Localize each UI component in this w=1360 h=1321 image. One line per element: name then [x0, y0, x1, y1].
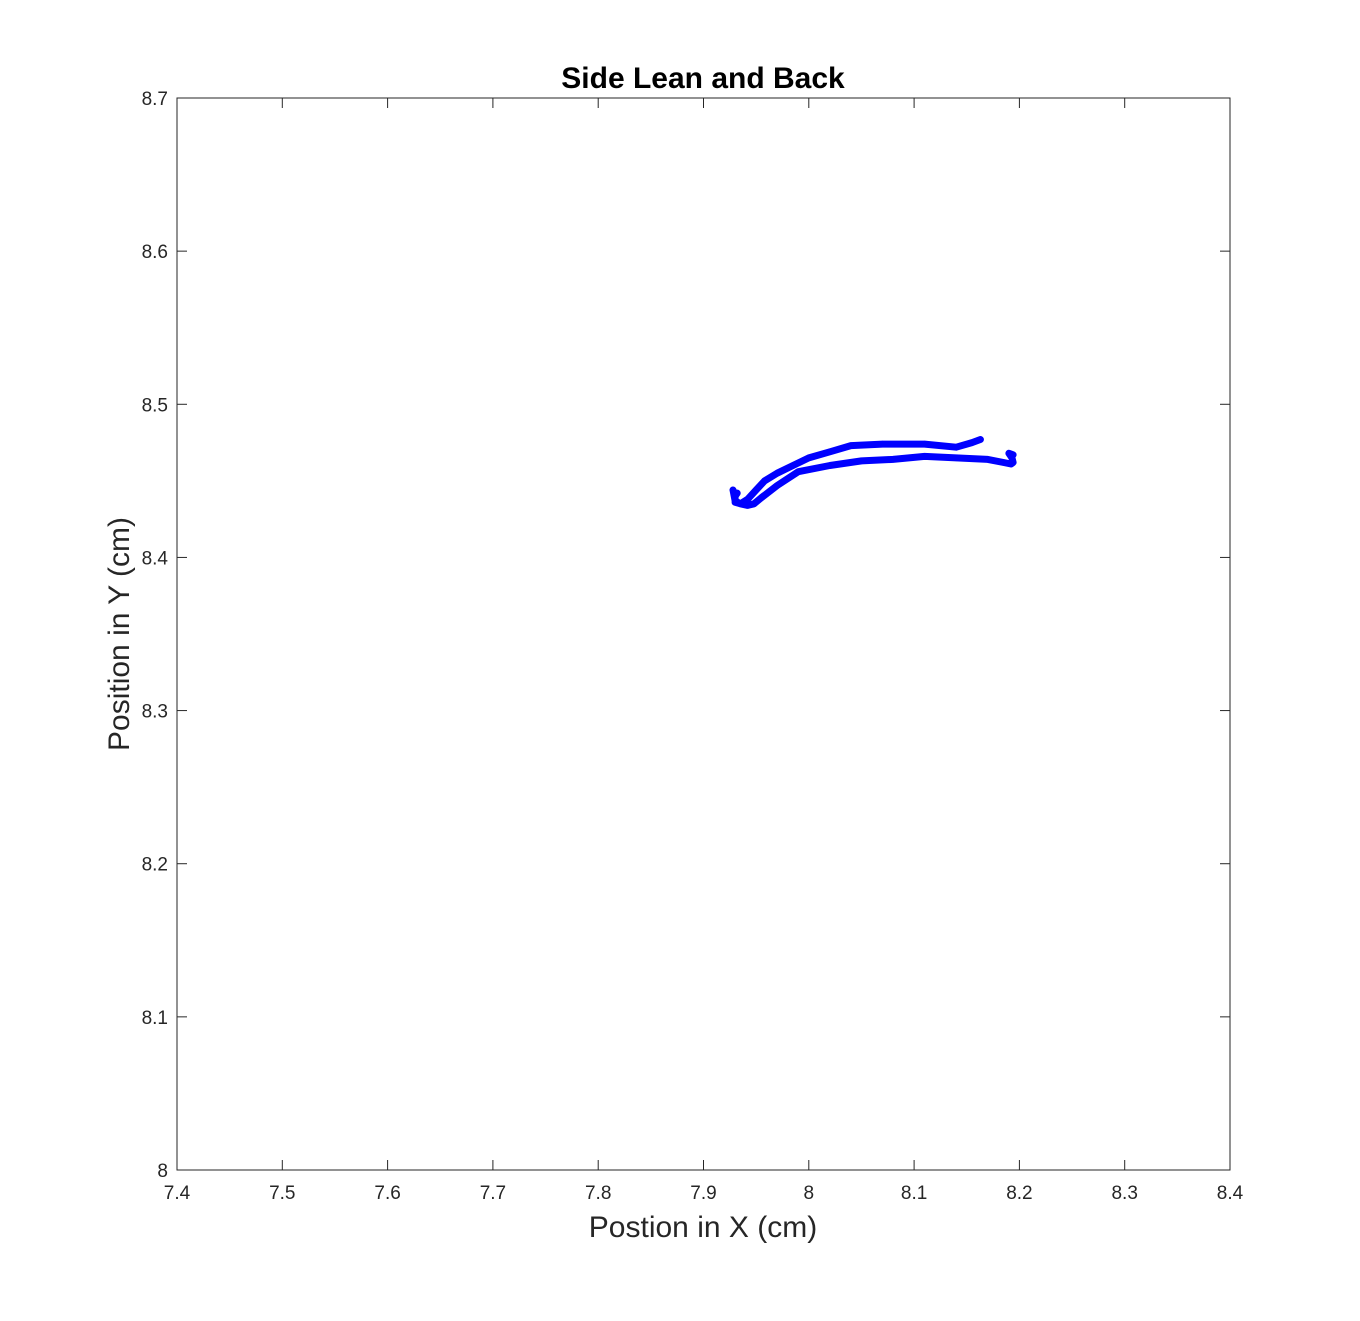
data-point	[731, 497, 739, 504]
x-tick-label: 8.2	[1006, 1183, 1032, 1204]
data-point	[847, 442, 855, 449]
data-point	[889, 456, 897, 463]
data-point	[921, 440, 928, 448]
data-point	[805, 454, 812, 462]
data-point	[737, 500, 744, 508]
data-point	[968, 439, 976, 446]
y-tick-label: 8.7	[142, 89, 168, 110]
data-point	[758, 494, 765, 501]
data-point	[879, 440, 886, 448]
x-tick-label: 7.8	[585, 1183, 611, 1204]
x-tick-label: 8.1	[901, 1183, 927, 1204]
data-point	[826, 448, 834, 455]
y-tick-label: 8.3	[142, 702, 168, 723]
x-tick-label: 8.4	[1217, 1183, 1244, 1204]
y-axis-label: Position in Y (cm)	[103, 517, 136, 751]
x-tick-labels: 7.4 7.5 7.6 7.7 7.8 7.9 8 8.1 8.2 8.3 8.4	[164, 1183, 1244, 1204]
data-point	[729, 486, 737, 494]
y-tick-label: 8.5	[142, 395, 168, 416]
y-tick-label: 8.2	[142, 855, 168, 876]
data-point	[1000, 459, 1007, 466]
data-point	[921, 453, 928, 460]
data-point	[984, 456, 992, 463]
y-tick-label: 8.6	[142, 242, 168, 263]
data-point	[774, 470, 781, 477]
data-point	[744, 496, 751, 503]
axes-box	[176, 97, 1231, 1171]
x-tick-label: 7.9	[690, 1183, 716, 1204]
x-tick-label: 7.7	[480, 1183, 506, 1204]
data-point	[750, 500, 758, 508]
y-tick-label: 8.4	[142, 548, 169, 569]
data-point	[795, 468, 802, 475]
data-point	[761, 477, 768, 485]
y-tick-label: 8.1	[142, 1008, 168, 1029]
data-point	[1009, 451, 1017, 459]
series-group	[729, 436, 1017, 509]
data-point	[977, 436, 984, 443]
data-point	[953, 443, 960, 451]
data-point	[752, 486, 760, 494]
data-point	[826, 462, 834, 469]
data-point	[953, 454, 960, 462]
x-tick-label: 7.5	[269, 1183, 295, 1204]
x-axis-label: Postion in X (cm)	[589, 1211, 817, 1244]
data-point	[858, 457, 865, 465]
x-tick-label: 7.4	[164, 1183, 191, 1204]
x-tick-label: 8.3	[1111, 1183, 1137, 1204]
y-tick-labels: 8 8.1 8.2 8.3 8.4 8.5 8.6 8.7	[142, 89, 169, 1182]
data-point	[744, 502, 751, 509]
y-tick-label: 8	[157, 1161, 168, 1182]
data-point	[789, 462, 797, 469]
chart-title: Side Lean and Back	[561, 62, 845, 95]
x-tick-label: 7.6	[374, 1183, 400, 1204]
x-tick-label: 8	[804, 1183, 815, 1204]
plot-area	[177, 98, 1230, 1170]
data-point	[774, 482, 781, 489]
data-point	[731, 492, 739, 500]
